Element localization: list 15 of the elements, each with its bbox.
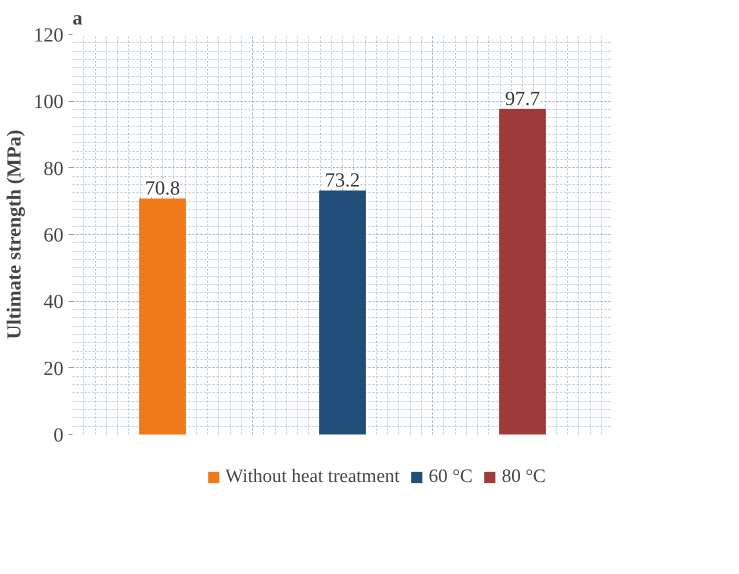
data-label: 97.7: [505, 88, 540, 110]
y-axis-title: Ultimate strength (MPa): [4, 130, 26, 340]
y-tick-label: 20: [44, 358, 64, 380]
legend-label: 80 °C: [502, 466, 546, 488]
data-label: 73.2: [325, 170, 360, 192]
data-label: 70.8: [145, 178, 180, 200]
y-tick-label: 100: [34, 91, 64, 114]
y-tick-label: 80: [44, 158, 64, 180]
y-tick-label: 40: [44, 291, 64, 314]
chart-title: a: [72, 8, 82, 30]
y-tick-label: 60: [44, 224, 64, 246]
y-tick-label: 0: [54, 424, 64, 446]
legend-label: Without heat treatment: [225, 466, 400, 488]
y-tick-label: 120: [34, 24, 64, 46]
legend-label: 60 °C: [428, 466, 473, 488]
